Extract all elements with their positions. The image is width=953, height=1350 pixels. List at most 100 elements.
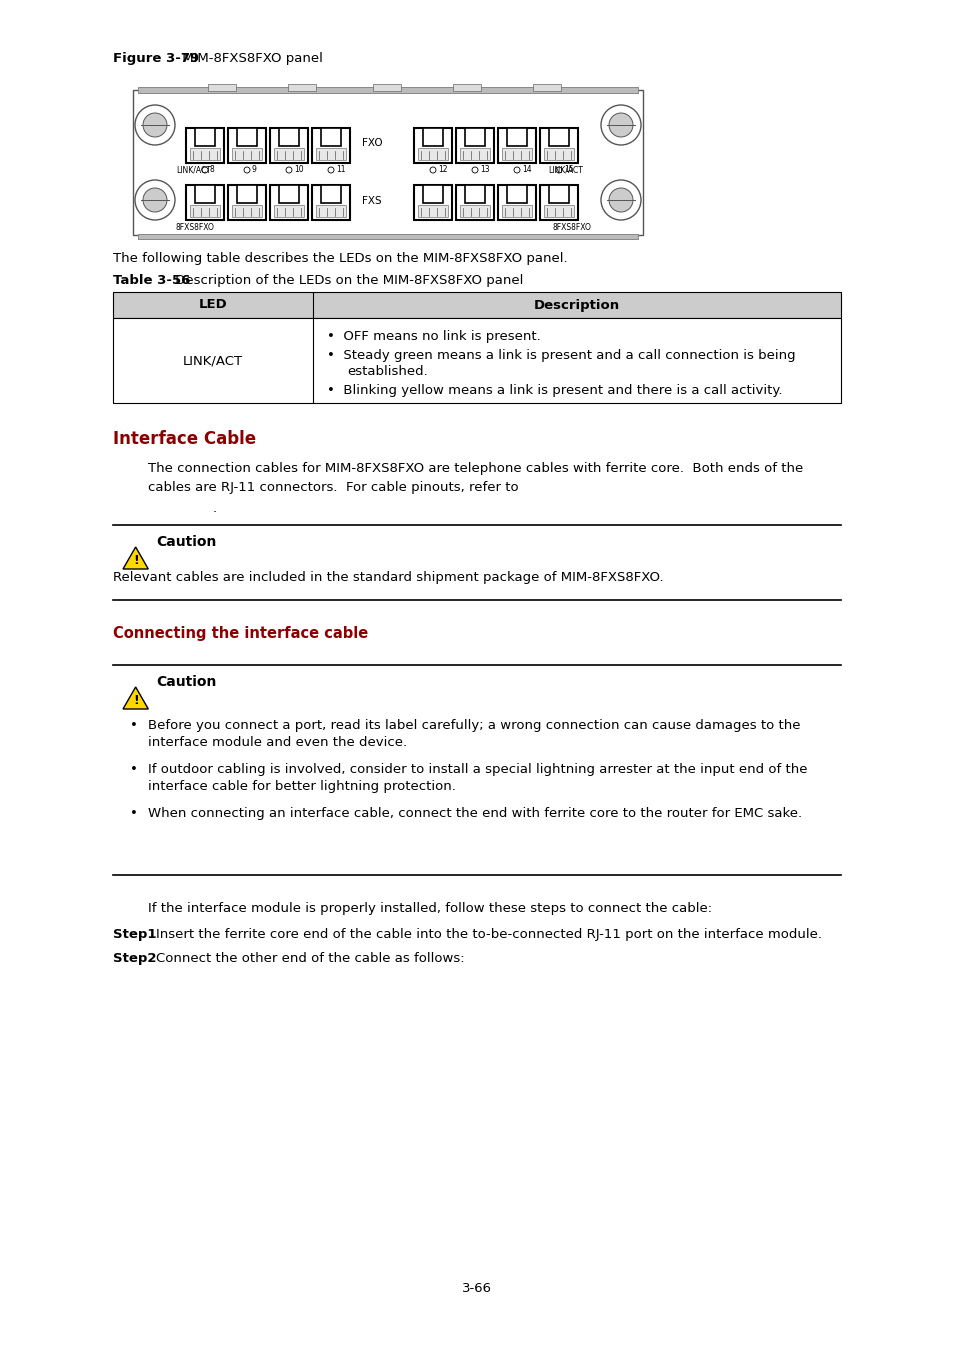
Bar [138, 86, 638, 93]
Bar [228, 185, 266, 220]
Bar [456, 128, 494, 163]
Bar [278, 128, 299, 146]
Bar [453, 84, 480, 90]
Bar [464, 185, 485, 202]
Bar [422, 185, 443, 202]
Circle shape [472, 167, 477, 173]
Text: LINK/ACT: LINK/ACT [175, 166, 211, 174]
Circle shape [135, 180, 174, 220]
Bar [186, 128, 224, 163]
Bar [533, 84, 560, 90]
Text: Caution: Caution [156, 535, 216, 549]
Circle shape [143, 113, 167, 136]
Text: established.: established. [347, 364, 427, 378]
Bar [501, 205, 532, 217]
Text: If the interface module is properly installed, follow these steps to connect the: If the interface module is properly inst… [148, 902, 711, 915]
Text: If outdoor cabling is involved, consider to install a special lightning arrester: If outdoor cabling is involved, consider… [148, 763, 806, 776]
Bar [417, 147, 448, 161]
Text: FXO: FXO [361, 139, 382, 148]
Circle shape [608, 113, 633, 136]
Bar [186, 185, 224, 220]
Bar [194, 185, 215, 202]
Text: 9: 9 [252, 166, 256, 174]
Text: Description of the LEDs on the MIM-8FXS8FXO panel: Description of the LEDs on the MIM-8FXS8… [171, 274, 523, 288]
Circle shape [600, 180, 640, 220]
Bar [232, 205, 262, 217]
Bar [312, 185, 350, 220]
Circle shape [135, 105, 174, 144]
Text: •: • [130, 807, 138, 819]
Text: Step1: Step1 [112, 927, 156, 941]
Bar [543, 205, 574, 217]
Text: •  Blinking yellow means a link is present and there is a call activity.: • Blinking yellow means a link is presen… [327, 383, 781, 397]
Bar [548, 128, 569, 146]
Bar [315, 205, 346, 217]
Bar [459, 205, 490, 217]
Text: Connecting the interface cable: Connecting the interface cable [112, 626, 368, 641]
Text: 8: 8 [210, 166, 214, 174]
Text: Relevant cables are included in the standard shipment package of MIM-8FXS8FXO.: Relevant cables are included in the stan… [112, 571, 663, 585]
Bar [506, 128, 527, 146]
Text: !: ! [132, 554, 138, 567]
Circle shape [514, 167, 519, 173]
Bar [539, 128, 578, 163]
Bar [459, 147, 490, 161]
Text: 13: 13 [479, 166, 489, 174]
Circle shape [244, 167, 250, 173]
Bar [497, 185, 536, 220]
Text: Insert the ferrite core end of the cable into the to-be-connected RJ-11 port on : Insert the ferrite core end of the cable… [156, 927, 821, 941]
Text: .: . [213, 502, 217, 514]
Bar [132, 90, 642, 235]
Bar [190, 205, 220, 217]
Text: interface cable for better lightning protection.: interface cable for better lightning pro… [148, 780, 456, 792]
Text: 10: 10 [294, 166, 303, 174]
Text: 12: 12 [437, 166, 447, 174]
Bar [501, 147, 532, 161]
Text: Step2: Step2 [112, 952, 156, 965]
Bar [190, 147, 220, 161]
Circle shape [608, 188, 633, 212]
Bar [138, 234, 638, 239]
Text: Figure 3-79: Figure 3-79 [112, 53, 199, 65]
Circle shape [328, 167, 334, 173]
Bar [274, 147, 304, 161]
Bar [236, 128, 257, 146]
Bar [312, 128, 350, 163]
Text: Connect the other end of the cable as follows:: Connect the other end of the cable as fo… [156, 952, 464, 965]
Text: cables are RJ-11 connectors.  For cable pinouts, refer to: cables are RJ-11 connectors. For cable p… [148, 481, 518, 494]
Text: LINK/ACT: LINK/ACT [183, 354, 243, 367]
Text: MIM-8FXS8FXO panel: MIM-8FXS8FXO panel [178, 53, 322, 65]
Text: 15: 15 [563, 166, 573, 174]
Bar [548, 185, 569, 202]
Bar [320, 128, 341, 146]
Polygon shape [123, 547, 148, 568]
Circle shape [202, 167, 208, 173]
Text: 3-66: 3-66 [461, 1282, 492, 1295]
Bar [270, 128, 308, 163]
Text: LINK/ACT: LINK/ACT [547, 166, 582, 174]
Text: Description: Description [534, 298, 619, 312]
Text: The connection cables for MIM-8FXS8FXO are telephone cables with ferrite core.  : The connection cables for MIM-8FXS8FXO a… [148, 462, 802, 475]
Text: 8FXS8FXO: 8FXS8FXO [175, 223, 214, 232]
Bar [414, 185, 452, 220]
Bar [506, 185, 527, 202]
Bar [112, 292, 841, 319]
Text: Interface Cable: Interface Cable [112, 431, 255, 448]
Bar [543, 147, 574, 161]
Bar [464, 128, 485, 146]
Text: LED: LED [198, 298, 227, 312]
Text: interface module and even the device.: interface module and even the device. [148, 736, 407, 749]
Bar [414, 128, 452, 163]
Circle shape [556, 167, 561, 173]
Bar [315, 147, 346, 161]
Text: •: • [130, 720, 138, 732]
Bar [373, 84, 400, 90]
Bar [274, 205, 304, 217]
Bar [497, 128, 536, 163]
Text: The following table describes the LEDs on the MIM-8FXS8FXO panel.: The following table describes the LEDs o… [112, 252, 567, 265]
Text: FXS: FXS [361, 196, 381, 205]
Bar [320, 185, 341, 202]
Text: When connecting an interface cable, connect the end with ferrite core to the rou: When connecting an interface cable, conn… [148, 807, 801, 819]
Circle shape [286, 167, 292, 173]
Bar [456, 185, 494, 220]
